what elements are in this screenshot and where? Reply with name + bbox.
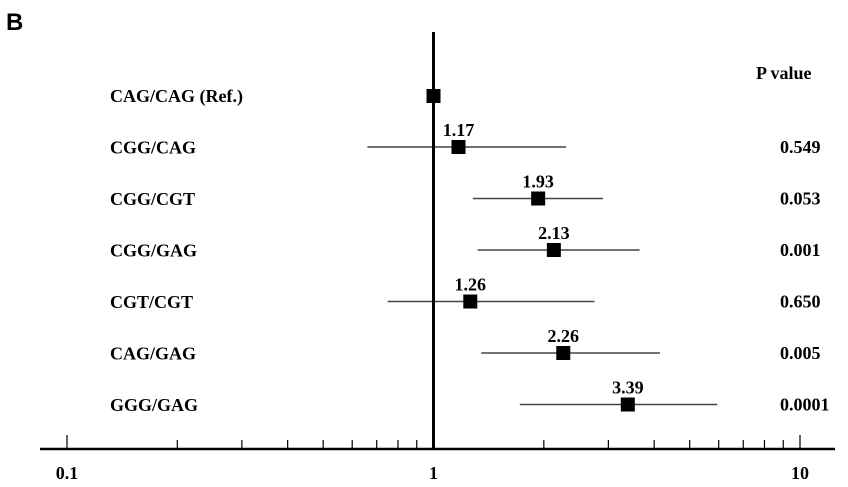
- row-label: CAG/GAG: [110, 344, 196, 364]
- p-value: 0.053: [780, 189, 821, 209]
- estimate-label: 1.26: [455, 275, 487, 295]
- p-value: 0.0001: [780, 395, 830, 415]
- estimate-label: 1.17: [443, 120, 475, 140]
- estimate-marker: [531, 191, 546, 206]
- p-value: 0.001: [780, 240, 821, 260]
- p-value: 0.650: [780, 292, 821, 312]
- estimate-label: 2.26: [548, 326, 580, 346]
- estimate-marker: [463, 294, 478, 309]
- estimate-marker: [451, 140, 466, 154]
- x-axis-ticks: 0.1 1 10: [56, 435, 809, 483]
- row-label: CGG/CAG: [110, 138, 196, 158]
- estimate-label: 1.93: [522, 172, 554, 192]
- row-label: CGG/GAG: [110, 241, 197, 261]
- p-value: 0.549: [780, 137, 821, 157]
- x-tick-label: 10: [791, 463, 809, 483]
- row-label: CGG/CGT: [110, 189, 195, 209]
- estimate-marker: [620, 397, 635, 412]
- row-label: CAG/CAG (Ref.): [110, 86, 243, 107]
- estimate-marker: [546, 243, 561, 257]
- estimate-label: 3.39: [612, 378, 644, 398]
- p-value: 0.005: [780, 343, 821, 363]
- estimate-label: 2.13: [538, 223, 570, 243]
- x-tick-label: 1: [429, 463, 438, 483]
- forest-rows: CAG/CAG (Ref.) CGG/CAG 1.17 0.549 CGG/CGT 1.9…: [110, 86, 830, 415]
- row-label: GGG/GAG: [110, 395, 198, 415]
- panel-label: B: [6, 9, 23, 36]
- x-tick-label: 0.1: [56, 463, 79, 483]
- estimate-marker: [556, 346, 571, 360]
- pvalue-header: P value: [756, 63, 812, 83]
- row-label: CGT/CGT: [110, 292, 193, 312]
